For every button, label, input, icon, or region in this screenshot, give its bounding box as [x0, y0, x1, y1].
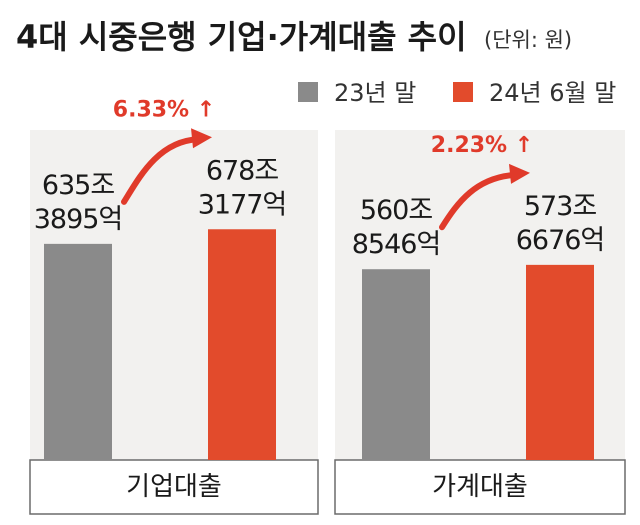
value-label-corporate-s2: 678조 3177억 — [198, 155, 287, 220]
legend-label-23: 23년 말 — [334, 79, 416, 107]
category-box-household — [334, 459, 626, 515]
growth-arrow-household — [439, 171, 519, 231]
category-label-household: 가계대출 — [432, 472, 528, 502]
category-label-corporate: 기업대출 — [126, 472, 222, 502]
chart-marks: 기업대출 635조 3895억 678조 3177억 6.33% ↑ 가계대출 560조 854… — [34, 97, 606, 502]
legend-swatch-23 — [298, 82, 318, 102]
value-label-household-s1: 560조 8546억 — [352, 195, 441, 260]
growth-arrow-corporate — [121, 136, 201, 205]
value-label-corporate-s1: 635조 3895억 — [34, 170, 123, 235]
growth-arrowhead-household — [509, 163, 530, 184]
change-label-corporate: 6.33% ↑ — [113, 97, 215, 122]
category-box-corporate — [29, 459, 319, 515]
chart-title: 4대 시중은행 기업·가계대출 추이 — [16, 18, 467, 56]
growth-arrowhead-corporate — [191, 128, 212, 149]
value-label-household-s2: 573조 6676억 — [516, 191, 605, 256]
legend-label-24: 24년 6월 말 — [489, 79, 616, 107]
bar-household-s2 — [526, 264, 594, 460]
bar-household-s1 — [362, 269, 430, 460]
change-label-household: 2.23% ↑ — [431, 133, 533, 158]
unit-label: (단위: 원) — [484, 28, 572, 52]
legend: 23년 말 24년 6월 말 — [298, 79, 616, 107]
bar-corporate-s1 — [44, 243, 112, 460]
legend-swatch-24 — [453, 82, 473, 102]
bar-corporate-s2 — [208, 229, 276, 460]
